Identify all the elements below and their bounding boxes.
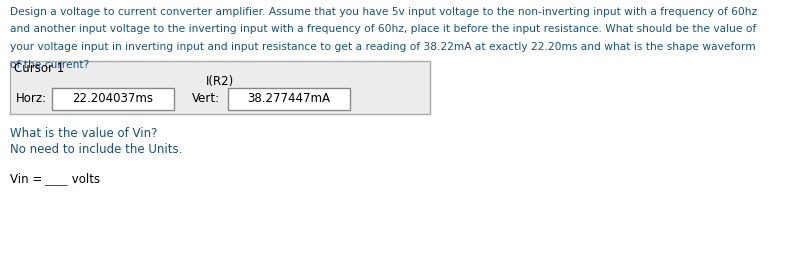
Text: Vert:: Vert: (192, 93, 220, 106)
Text: ____: ____ (44, 173, 68, 186)
FancyBboxPatch shape (10, 61, 430, 114)
Text: 38.277447mA: 38.277447mA (247, 93, 330, 106)
Text: and another input voltage to the inverting input with a frequency of 60hz, place: and another input voltage to the inverti… (10, 25, 756, 35)
Text: of the current?: of the current? (10, 59, 89, 69)
Text: I(R2): I(R2) (206, 75, 234, 88)
Text: Cursor 1: Cursor 1 (14, 62, 65, 75)
Text: your voltage input in inverting input and input resistance to get a reading of 3: your voltage input in inverting input an… (10, 42, 756, 52)
Text: Vin =: Vin = (10, 173, 46, 186)
Text: 22.204037ms: 22.204037ms (72, 93, 154, 106)
Text: Horz:: Horz: (16, 93, 47, 106)
Text: Design a voltage to current converter amplifier. Assume that you have 5v input v: Design a voltage to current converter am… (10, 7, 757, 17)
Text: volts: volts (68, 173, 100, 186)
Text: What is the value of Vin?: What is the value of Vin? (10, 127, 158, 140)
Text: No need to include the Units.: No need to include the Units. (10, 143, 182, 156)
FancyBboxPatch shape (228, 88, 350, 110)
FancyBboxPatch shape (52, 88, 174, 110)
